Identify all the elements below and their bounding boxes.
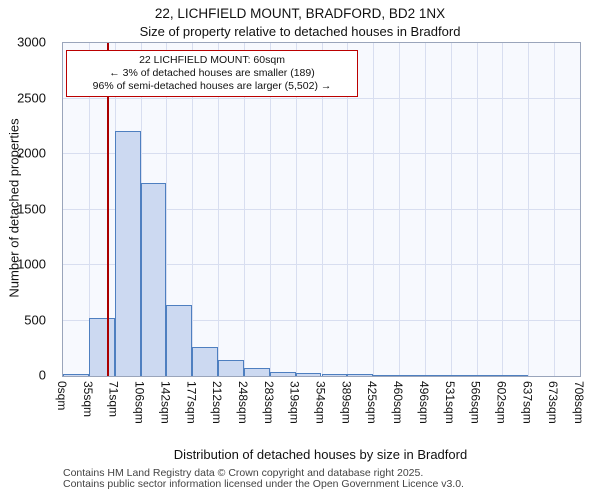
y-axis-tick-label: 500 xyxy=(24,312,46,327)
histogram-bar xyxy=(502,375,529,376)
x-axis-tick-label: 0sqm xyxy=(55,381,69,411)
x-axis-tick-label: 389sqm xyxy=(339,381,354,424)
gridline-vertical xyxy=(269,43,271,376)
annotation-line-2: ← 3% of detached houses are smaller (189… xyxy=(109,67,315,79)
footer-line-1: Contains HM Land Registry data © Crown c… xyxy=(63,467,424,479)
x-axis-tick-label: 566sqm xyxy=(468,381,483,424)
y-axis-labels: 0 500 1000 1500 2000 2500 3000 xyxy=(0,35,54,383)
histogram-bar xyxy=(450,375,477,376)
histogram-bar xyxy=(295,372,322,376)
x-axis-tick-label: 319sqm xyxy=(287,381,302,424)
x-axis-labels: 0sqm 35sqm 71sqm 106sqm 142sqm 177sqm 212sqm 24… xyxy=(55,379,586,445)
gridline-vertical xyxy=(321,43,323,376)
histogram-bar xyxy=(140,182,167,376)
gridline-vertical xyxy=(399,43,401,376)
x-axis-tick-label: 71sqm xyxy=(106,381,121,418)
x-axis-tick-label: 425sqm xyxy=(365,381,380,424)
x-axis-tick-label: 673sqm xyxy=(546,381,561,424)
y-axis-tick-label: 1500 xyxy=(17,201,46,216)
gridline-vertical xyxy=(88,43,90,376)
gridline-vertical xyxy=(424,43,426,376)
x-axis-tick-label: 531sqm xyxy=(442,381,457,424)
gridline-vertical xyxy=(476,43,478,376)
gridline-vertical xyxy=(166,43,168,376)
x-axis-tick-label: 212sqm xyxy=(210,381,225,424)
x-axis-tick-label: 354sqm xyxy=(313,381,328,424)
x-axis-tick-label: 460sqm xyxy=(391,381,406,424)
histogram-bar xyxy=(269,371,296,376)
annotation-box: 22 LICHFIELD MOUNT: 60sqm ← 3% of detach… xyxy=(66,50,358,97)
histogram-bar xyxy=(373,374,400,376)
histogram-bar xyxy=(166,304,193,376)
x-axis-tick-label: 602sqm xyxy=(494,381,509,424)
gridline-vertical xyxy=(502,43,504,376)
x-axis-tick-label: 248sqm xyxy=(235,381,250,424)
x-axis-tick-label: 708sqm xyxy=(572,381,586,424)
y-axis-tick-label: 2500 xyxy=(17,90,46,105)
gridline-vertical xyxy=(373,43,375,376)
y-axis-tick-label: 0 xyxy=(38,367,46,383)
histogram-bar xyxy=(192,347,219,376)
x-axis-tick-label: 637sqm xyxy=(520,381,535,424)
page-title: 22, LICHFIELD MOUNT, BRADFORD, BD2 1NX xyxy=(154,6,446,21)
property-size-marker-line xyxy=(106,43,109,376)
page-subtitle: Size of property relative to detached ho… xyxy=(139,24,461,39)
histogram-bar xyxy=(424,375,451,376)
x-axis-tick-label: 106sqm xyxy=(132,381,147,424)
y-axis-tick-label: 1000 xyxy=(17,256,46,272)
x-axis-tick-label: 283sqm xyxy=(261,381,276,424)
gridline-vertical xyxy=(347,43,349,376)
gridline-vertical xyxy=(450,43,452,376)
histogram-bar xyxy=(243,367,270,376)
histogram-bar xyxy=(88,318,115,376)
histogram-bar xyxy=(114,130,141,376)
annotation-line-3: 96% of semi-detached houses are larger (… xyxy=(92,80,332,92)
histogram-bar xyxy=(218,360,244,376)
gridline-vertical xyxy=(192,43,194,376)
histogram-bar xyxy=(321,373,348,376)
annotation-line-1: 22 LICHFIELD MOUNT: 60sqm xyxy=(139,54,285,66)
histogram-bar xyxy=(347,374,374,376)
gridline-vertical xyxy=(528,43,530,376)
histogram-bar xyxy=(399,375,425,376)
y-axis-tick-label: 2000 xyxy=(17,145,46,161)
y-axis-tick-label: 3000 xyxy=(17,34,46,50)
gridline-vertical xyxy=(243,43,245,376)
x-axis-tick-label: 142sqm xyxy=(158,381,173,424)
gridline-vertical xyxy=(295,43,297,376)
gridline-vertical xyxy=(218,43,220,376)
x-axis-tick-label: 177sqm xyxy=(184,381,199,424)
histogram-bar xyxy=(476,375,503,376)
x-axis-tick-label: 35sqm xyxy=(80,381,95,418)
footer-line-2: Contains public sector information licen… xyxy=(63,478,464,490)
gridline-vertical xyxy=(554,43,556,376)
x-axis-title: Distribution of detached houses by size … xyxy=(173,447,468,462)
plot-area: 22 LICHFIELD MOUNT: 60sqm ← 3% of detach… xyxy=(62,42,581,377)
x-axis-tick-label: 496sqm xyxy=(416,381,431,424)
histogram-bar xyxy=(63,373,89,376)
